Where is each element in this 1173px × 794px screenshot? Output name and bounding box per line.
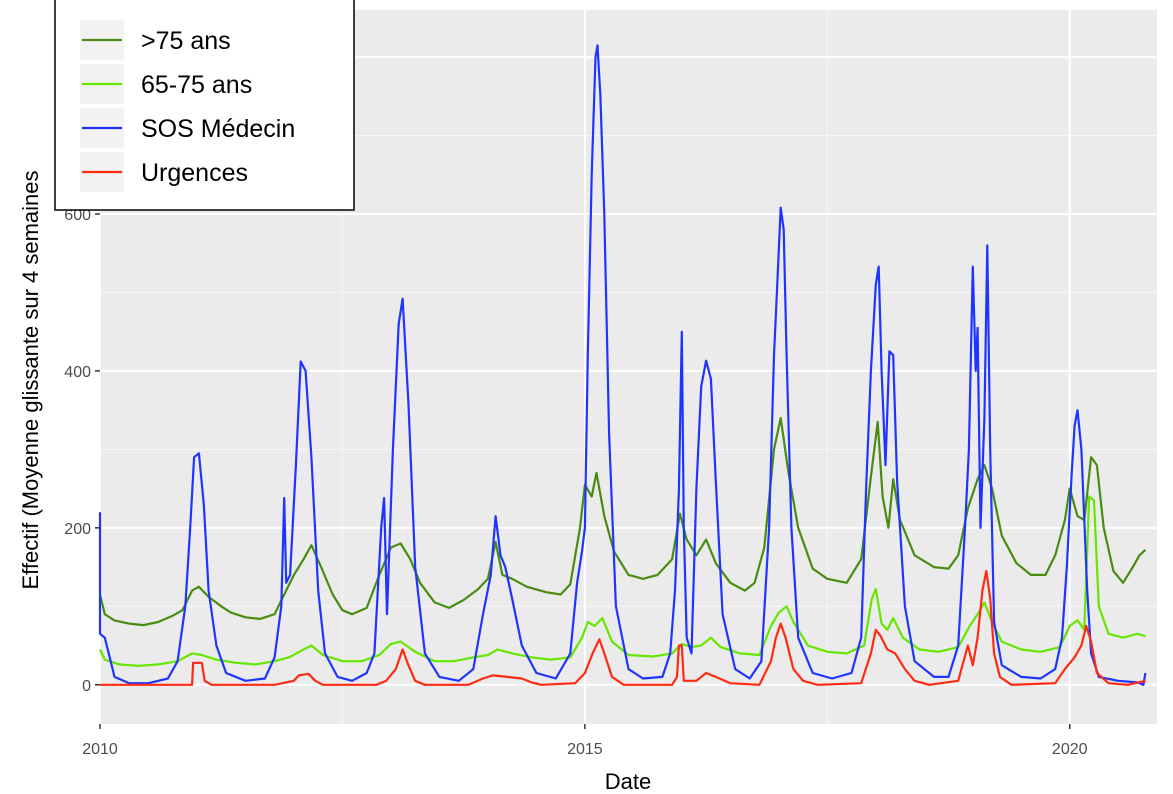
legend-label: Urgences xyxy=(141,159,248,187)
y-tick-label: 600 xyxy=(64,207,91,224)
x-axis-title: Date xyxy=(605,769,651,794)
series-layer xyxy=(98,44,1147,686)
x-tick-label: 2010 xyxy=(82,741,118,758)
series-line xyxy=(98,44,1147,686)
y-tick-label: 400 xyxy=(64,364,91,381)
series-line xyxy=(100,569,1146,686)
series-line xyxy=(98,416,1147,627)
legend-label: SOS Médecin xyxy=(141,115,295,143)
legend-label: 65-75 ans xyxy=(141,71,252,99)
legend-label: >75 ans xyxy=(141,27,231,55)
y-tick-label: 0 xyxy=(82,678,91,695)
x-axis: 2010 2015 2020 xyxy=(82,724,1088,758)
x-tick-label: 2020 xyxy=(1052,741,1088,758)
y-axis-title: Effectif (Moyenne glissante sur 4 semain… xyxy=(18,170,43,589)
y-tick-label: 200 xyxy=(64,521,91,538)
x-tick-label: 2015 xyxy=(567,741,603,758)
legend: >75 ans 65-75 ans SOS Médecin Urgences xyxy=(54,0,355,211)
